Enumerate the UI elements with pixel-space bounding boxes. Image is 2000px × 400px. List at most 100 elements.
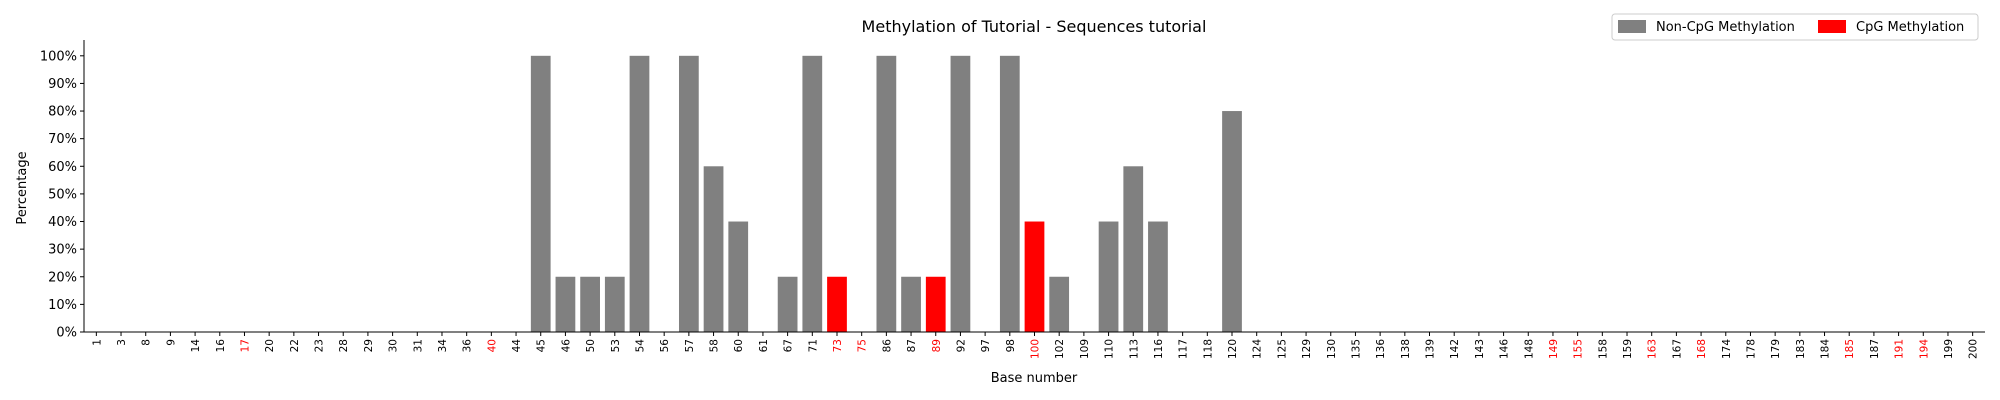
x-tick-label-73: 73 bbox=[832, 339, 844, 352]
bar-53 bbox=[604, 276, 625, 332]
bar-71 bbox=[802, 55, 823, 333]
x-tick-label-61: 61 bbox=[758, 339, 770, 352]
x-tick-label-31: 31 bbox=[412, 339, 424, 352]
x-tick-label-113: 113 bbox=[1128, 339, 1140, 359]
x-tick-label-56: 56 bbox=[659, 339, 671, 353]
x-tick-label-98: 98 bbox=[1005, 339, 1017, 352]
x-tick-label-148: 148 bbox=[1523, 339, 1535, 359]
y-tick-label: 30% bbox=[48, 243, 77, 258]
x-tick-label-92: 92 bbox=[955, 339, 967, 352]
y-tick-label: 80% bbox=[48, 105, 77, 120]
x-tick-label-130: 130 bbox=[1326, 339, 1338, 359]
bar-89 bbox=[925, 276, 946, 332]
x-tick-labels: 1 3 8 9 14 16 17 20 22 23 28 29 30 31 34 36 40 44 45 46 50 53… bbox=[91, 332, 1980, 359]
x-tick-label-23: 23 bbox=[314, 339, 326, 352]
x-tick-label-117: 117 bbox=[1178, 339, 1190, 359]
x-tick-label-100: 100 bbox=[1030, 339, 1042, 359]
x-tick-label-142: 142 bbox=[1449, 339, 1461, 359]
legend-label-cpg: CpG Methylation bbox=[1856, 20, 1964, 35]
x-tick-label-109: 109 bbox=[1079, 339, 1091, 359]
y-tick-label: 10% bbox=[48, 298, 77, 313]
x-tick-label-191: 191 bbox=[1894, 339, 1906, 359]
x-tick-label-146: 146 bbox=[1499, 339, 1511, 359]
x-tick-label-97: 97 bbox=[980, 339, 992, 352]
x-tick-label-139: 139 bbox=[1425, 339, 1437, 359]
legend-swatch-cpg bbox=[1818, 20, 1846, 33]
bar-86 bbox=[876, 55, 897, 333]
x-tick-label-110: 110 bbox=[1104, 339, 1116, 359]
x-tick-label-1: 1 bbox=[91, 339, 103, 346]
x-tick-label-136: 136 bbox=[1375, 339, 1387, 359]
x-tick-label-53: 53 bbox=[610, 339, 622, 352]
x-tick-label-22: 22 bbox=[289, 339, 301, 352]
x-tick-label-158: 158 bbox=[1597, 339, 1609, 359]
x-tick-label-17: 17 bbox=[239, 339, 251, 352]
x-tick-label-118: 118 bbox=[1202, 339, 1214, 359]
x-tick-label-34: 34 bbox=[437, 339, 449, 353]
x-tick-label-183: 183 bbox=[1795, 339, 1807, 359]
x-tick-label-50: 50 bbox=[585, 339, 597, 352]
bar-57 bbox=[678, 55, 699, 333]
x-tick-label-124: 124 bbox=[1252, 339, 1264, 359]
x-tick-label-102: 102 bbox=[1054, 339, 1066, 359]
y-tick-label: 70% bbox=[48, 132, 77, 147]
x-tick-label-40: 40 bbox=[486, 339, 498, 352]
bar-102 bbox=[1049, 276, 1070, 332]
x-tick-label-116: 116 bbox=[1153, 339, 1165, 359]
x-tick-label-16: 16 bbox=[215, 339, 227, 353]
x-tick-label-46: 46 bbox=[560, 339, 572, 353]
bar-54 bbox=[629, 55, 650, 333]
y-axis-label: Percentage bbox=[15, 151, 30, 224]
bar-113 bbox=[1123, 166, 1144, 332]
x-tick-label-199: 199 bbox=[1943, 339, 1955, 359]
y-tick-label: 60% bbox=[48, 160, 77, 175]
x-tick-label-86: 86 bbox=[881, 339, 893, 353]
bar-73 bbox=[827, 276, 847, 332]
x-tick-label-184: 184 bbox=[1820, 339, 1832, 359]
x-tick-label-168: 168 bbox=[1696, 339, 1708, 359]
x-tick-label-149: 149 bbox=[1548, 339, 1560, 359]
x-tick-label-89: 89 bbox=[931, 339, 943, 352]
y-tick-label: 100% bbox=[40, 49, 77, 64]
bar-46 bbox=[555, 276, 576, 332]
x-tick-label-143: 143 bbox=[1474, 339, 1486, 359]
x-tick-label-36: 36 bbox=[462, 339, 474, 353]
x-tick-label-71: 71 bbox=[807, 339, 819, 352]
y-tick-label: 40% bbox=[48, 215, 77, 230]
bar-110 bbox=[1098, 221, 1119, 332]
x-tick-label-57: 57 bbox=[684, 339, 696, 352]
bar-100 bbox=[1024, 221, 1045, 332]
x-tick-label-29: 29 bbox=[363, 339, 375, 352]
x-tick-label-155: 155 bbox=[1573, 339, 1585, 359]
x-tick-label-45: 45 bbox=[536, 339, 548, 352]
x-tick-label-75: 75 bbox=[857, 339, 869, 352]
x-tick-label-167: 167 bbox=[1671, 339, 1683, 359]
x-tick-label-60: 60 bbox=[733, 339, 745, 352]
x-tick-label-185: 185 bbox=[1844, 339, 1856, 359]
x-tick-label-159: 159 bbox=[1622, 339, 1634, 359]
legend-swatch-non-cpg bbox=[1618, 20, 1646, 33]
bar-50 bbox=[580, 276, 600, 332]
x-tick-label-129: 129 bbox=[1301, 339, 1313, 359]
bar-60 bbox=[728, 221, 749, 332]
x-tick-label-14: 14 bbox=[190, 339, 202, 353]
y-tick-marks bbox=[80, 55, 84, 333]
x-tick-label-9: 9 bbox=[165, 339, 177, 346]
x-tick-label-67: 67 bbox=[783, 339, 795, 352]
y-tick-labels: 0% 10% 20% 30% 40% 50% 60% 70% 80% 90% 100% bbox=[40, 49, 77, 340]
x-tick-label-44: 44 bbox=[511, 339, 523, 353]
bar-67 bbox=[777, 276, 798, 332]
x-tick-label-194: 194 bbox=[1918, 339, 1930, 359]
y-tick-label: 50% bbox=[48, 187, 77, 202]
y-tick-label: 90% bbox=[48, 77, 77, 92]
chart-title: Methylation of Tutorial - Sequences tuto… bbox=[862, 17, 1207, 36]
x-tick-label-20: 20 bbox=[264, 339, 276, 352]
x-tick-label-200: 200 bbox=[1968, 339, 1980, 359]
x-tick-label-28: 28 bbox=[338, 339, 350, 352]
bar-58 bbox=[703, 166, 724, 332]
legend-frame bbox=[1611, 13, 1979, 41]
legend: Non-CpG Methylation CpG Methylation bbox=[1611, 13, 1979, 41]
bar-45 bbox=[530, 55, 551, 333]
y-tick-label: 20% bbox=[48, 270, 77, 285]
